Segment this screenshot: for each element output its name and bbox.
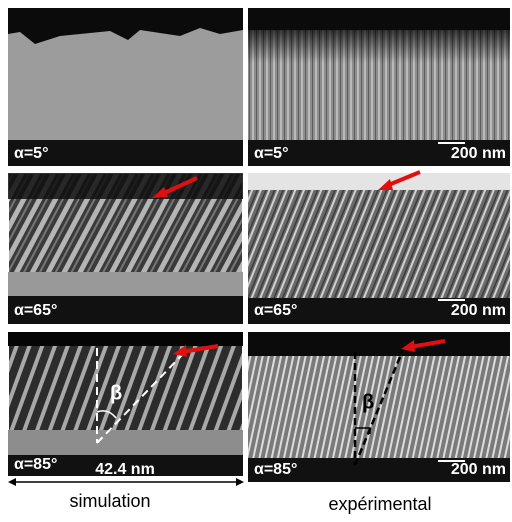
panel-label: α=5° (14, 145, 48, 162)
column-label: simulation (69, 491, 150, 511)
column-label: expérimental (328, 494, 431, 514)
scale-label: 200 nm (451, 145, 506, 162)
panel: α=85° β 42.4 nm (8, 332, 244, 486)
panel: α=65° 200 nm (248, 172, 510, 324)
panel-label: α=65° (14, 302, 57, 319)
angle-label: β (110, 382, 122, 404)
scale-label: 200 nm (451, 302, 506, 319)
panel: α=5° 200 nm (248, 8, 510, 166)
angle-label: β (362, 391, 374, 413)
width-label: 42.4 nm (95, 461, 155, 478)
panel-label: α=5° (254, 145, 288, 162)
panel-label: α=85° (14, 456, 57, 473)
panel: α=65° (8, 173, 243, 324)
panel-label: α=65° (254, 302, 297, 319)
figure: α=5° α=5° 200 nm α=65° α=65° 200 nm α=85… (0, 0, 512, 522)
scale-label: 200 nm (451, 461, 506, 478)
panel: α=85° 200 nm β (248, 332, 510, 482)
panel-label: α=85° (254, 461, 297, 478)
panel: α=5° (8, 8, 243, 166)
